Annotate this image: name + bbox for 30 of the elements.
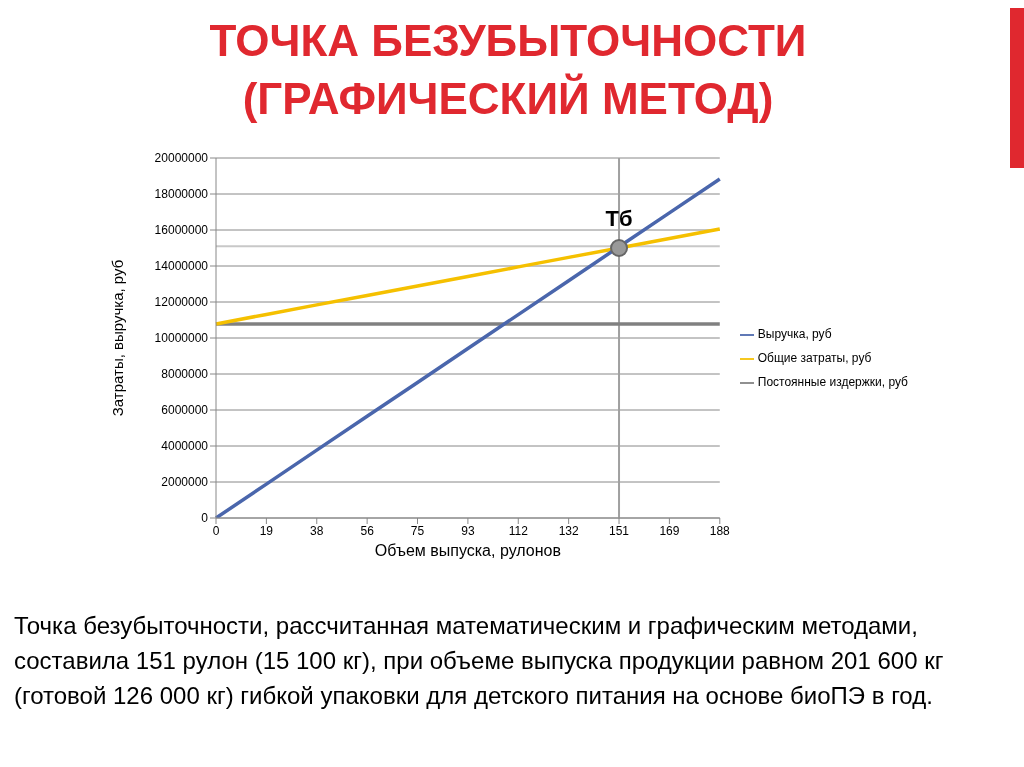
y-axis-title: Затраты, выручка, руб — [109, 259, 127, 417]
legend-label: Постоянные издержки, руб — [757, 375, 908, 389]
x-tick-label: 75 — [410, 523, 425, 538]
x-tick-label: 132 — [558, 523, 579, 538]
y-tick-label: 8000000 — [161, 367, 209, 382]
y-tick-label: 12000000 — [154, 295, 209, 310]
y-tick-label: 14000000 — [154, 259, 209, 274]
y-tick-label: 4000000 — [161, 439, 209, 454]
chart-title: ТОЧКА БЕЗУБЫТОЧНОСТИ (ГРАФИЧЕСКИЙ МЕТОД) — [208, 15, 808, 125]
y-tick-label: 20000000 — [154, 151, 209, 166]
y-tick-label: 0 — [201, 511, 209, 526]
legend-label: Выручка, руб — [757, 327, 832, 341]
legend-label: Общие затраты, руб — [757, 351, 872, 365]
x-tick-label: 56 — [360, 523, 375, 538]
x-tick-label: 112 — [508, 523, 529, 538]
y-tick-label: 6000000 — [161, 403, 209, 418]
y-tick-label: 16000000 — [154, 223, 209, 238]
x-tick-label: 38 — [310, 523, 324, 538]
x-tick-label: 169 — [659, 523, 680, 538]
y-tick-label: 2000000 — [161, 475, 209, 490]
x-tick-label: 19 — [259, 523, 274, 538]
x-tick-label: 188 — [709, 523, 731, 538]
x-tick-label: 0 — [212, 523, 220, 538]
x-axis-title: Объем выпуска, рулонов — [374, 542, 561, 559]
annotation: Тб — [605, 206, 633, 231]
x-tick-label: 93 — [461, 523, 475, 538]
y-tick-label: 10000000 — [154, 331, 209, 346]
text: Точка безубыточности, рассчитанная математическим и графическим методами, составила 151 рулон (15 100 кг), при объеме выпуска продукции равном 201 600 кг (готовой 126 000 кг) гибкой упаковки для детского питания на основе биоПЭ в год. — [14, 611, 945, 711]
y-tick-label: 18000000 — [154, 187, 209, 202]
x-tick-label: 151 — [609, 523, 630, 538]
